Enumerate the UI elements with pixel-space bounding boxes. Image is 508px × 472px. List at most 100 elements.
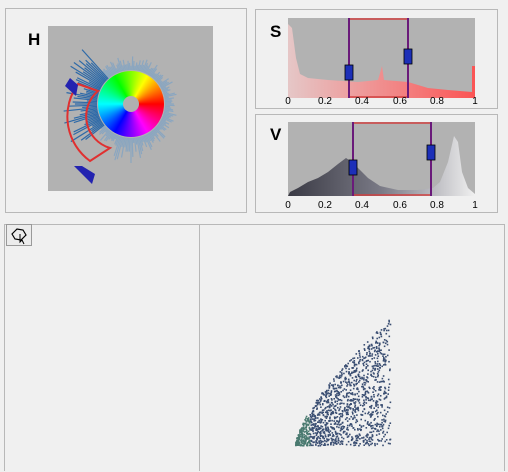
scatter-point (362, 405, 364, 407)
scatter-point (389, 407, 391, 409)
scatter-point (350, 416, 352, 418)
scatter-point (384, 393, 386, 395)
scatter-point (376, 338, 378, 340)
scatter-point (353, 380, 355, 382)
scatter-point (388, 387, 390, 389)
scatter-point (306, 445, 308, 447)
hue-wheel-plot[interactable] (48, 26, 213, 191)
scatter-point (328, 402, 330, 404)
scatter-point (358, 445, 360, 447)
scatter-point (384, 410, 386, 412)
value-low-handle[interactable] (349, 160, 357, 175)
scatter-point (378, 440, 380, 442)
scatter-point (383, 330, 385, 332)
scatter-point (345, 419, 347, 421)
scatter-point (339, 413, 341, 415)
scatter-point (357, 399, 359, 401)
scatter-point (341, 413, 343, 415)
scatter-point (329, 406, 331, 408)
scatter-point (380, 395, 382, 397)
scatter-point (371, 396, 373, 398)
scatter-point (358, 350, 360, 352)
scatter-point (378, 355, 380, 357)
scatter-point (309, 422, 311, 424)
scatter-point (338, 410, 340, 412)
scatter-plot[interactable] (200, 225, 504, 472)
scatter-point (381, 336, 383, 338)
scatter-point (304, 442, 306, 444)
scatter-point (381, 440, 383, 442)
scatter-point (370, 407, 372, 409)
scatter-point (356, 353, 358, 355)
scatter-point (301, 438, 303, 440)
value-high-handle[interactable] (427, 145, 435, 160)
scatter-point (346, 394, 348, 396)
scatter-point (348, 381, 350, 383)
scatter-point (338, 387, 340, 389)
scatter-point (377, 365, 379, 367)
scatter-point (374, 428, 376, 430)
scatter-point (298, 436, 300, 438)
scatter-point (320, 440, 322, 442)
scatter-point (323, 428, 325, 430)
scatter-point (371, 443, 373, 445)
value-tick: 0.4 (355, 200, 369, 211)
scatter-point (347, 392, 349, 394)
saturation-low-handle[interactable] (345, 65, 353, 80)
scatter-point (354, 360, 356, 362)
hue-spike (125, 65, 126, 71)
scatter-point (301, 442, 303, 444)
scatter-point (316, 407, 318, 409)
scatter-point (373, 394, 375, 396)
scatter-point (312, 429, 314, 431)
scatter-point (346, 444, 348, 446)
scatter-point (358, 381, 360, 383)
scatter-point (335, 376, 337, 378)
scatter-point (316, 435, 318, 437)
scatter-point (377, 416, 379, 418)
scatter-point (374, 351, 376, 353)
scatter-point (311, 428, 313, 430)
scatter-point (383, 328, 385, 330)
saturation-panel: S 0 0.2 0.4 0.6 0.8 1 (255, 9, 498, 109)
scatter-point (339, 392, 341, 394)
scatter-point (380, 332, 382, 334)
scatter-point (342, 390, 344, 392)
scatter-point (369, 345, 371, 347)
scatter-point (296, 438, 298, 440)
scatter-point (381, 419, 383, 421)
saturation-histogram[interactable] (288, 18, 475, 98)
scatter-point (375, 390, 377, 392)
scatter-point (332, 434, 334, 436)
saturation-high-handle[interactable] (404, 49, 412, 64)
scatter-point (368, 443, 370, 445)
scatter-point (371, 344, 373, 346)
scatter-point (360, 430, 362, 432)
scatter-point (300, 436, 302, 438)
scatter-point (306, 416, 308, 418)
scatter-point (370, 400, 372, 402)
scatter-point (303, 423, 305, 425)
scatter-point (332, 404, 334, 406)
scatter-point (381, 404, 383, 406)
scatter-point (353, 409, 355, 411)
scatter-point (339, 417, 341, 419)
value-histogram[interactable] (288, 122, 475, 196)
scatter-point (379, 337, 381, 339)
scatter-point (366, 380, 368, 382)
scatter-point (388, 379, 390, 381)
scatter-point (371, 375, 373, 377)
scatter-point (311, 424, 313, 426)
scatter-point (333, 384, 335, 386)
lasso-tool-button[interactable] (6, 224, 32, 246)
scatter-pane[interactable] (199, 224, 505, 471)
scatter-point (317, 414, 319, 416)
scatter-point (366, 363, 368, 365)
scatter-point (320, 432, 322, 434)
scatter-point (360, 404, 362, 406)
scatter-point (313, 438, 315, 440)
scatter-point (376, 425, 378, 427)
scatter-point (354, 409, 356, 411)
scatter-point (363, 437, 365, 439)
scatter-point (390, 402, 392, 404)
